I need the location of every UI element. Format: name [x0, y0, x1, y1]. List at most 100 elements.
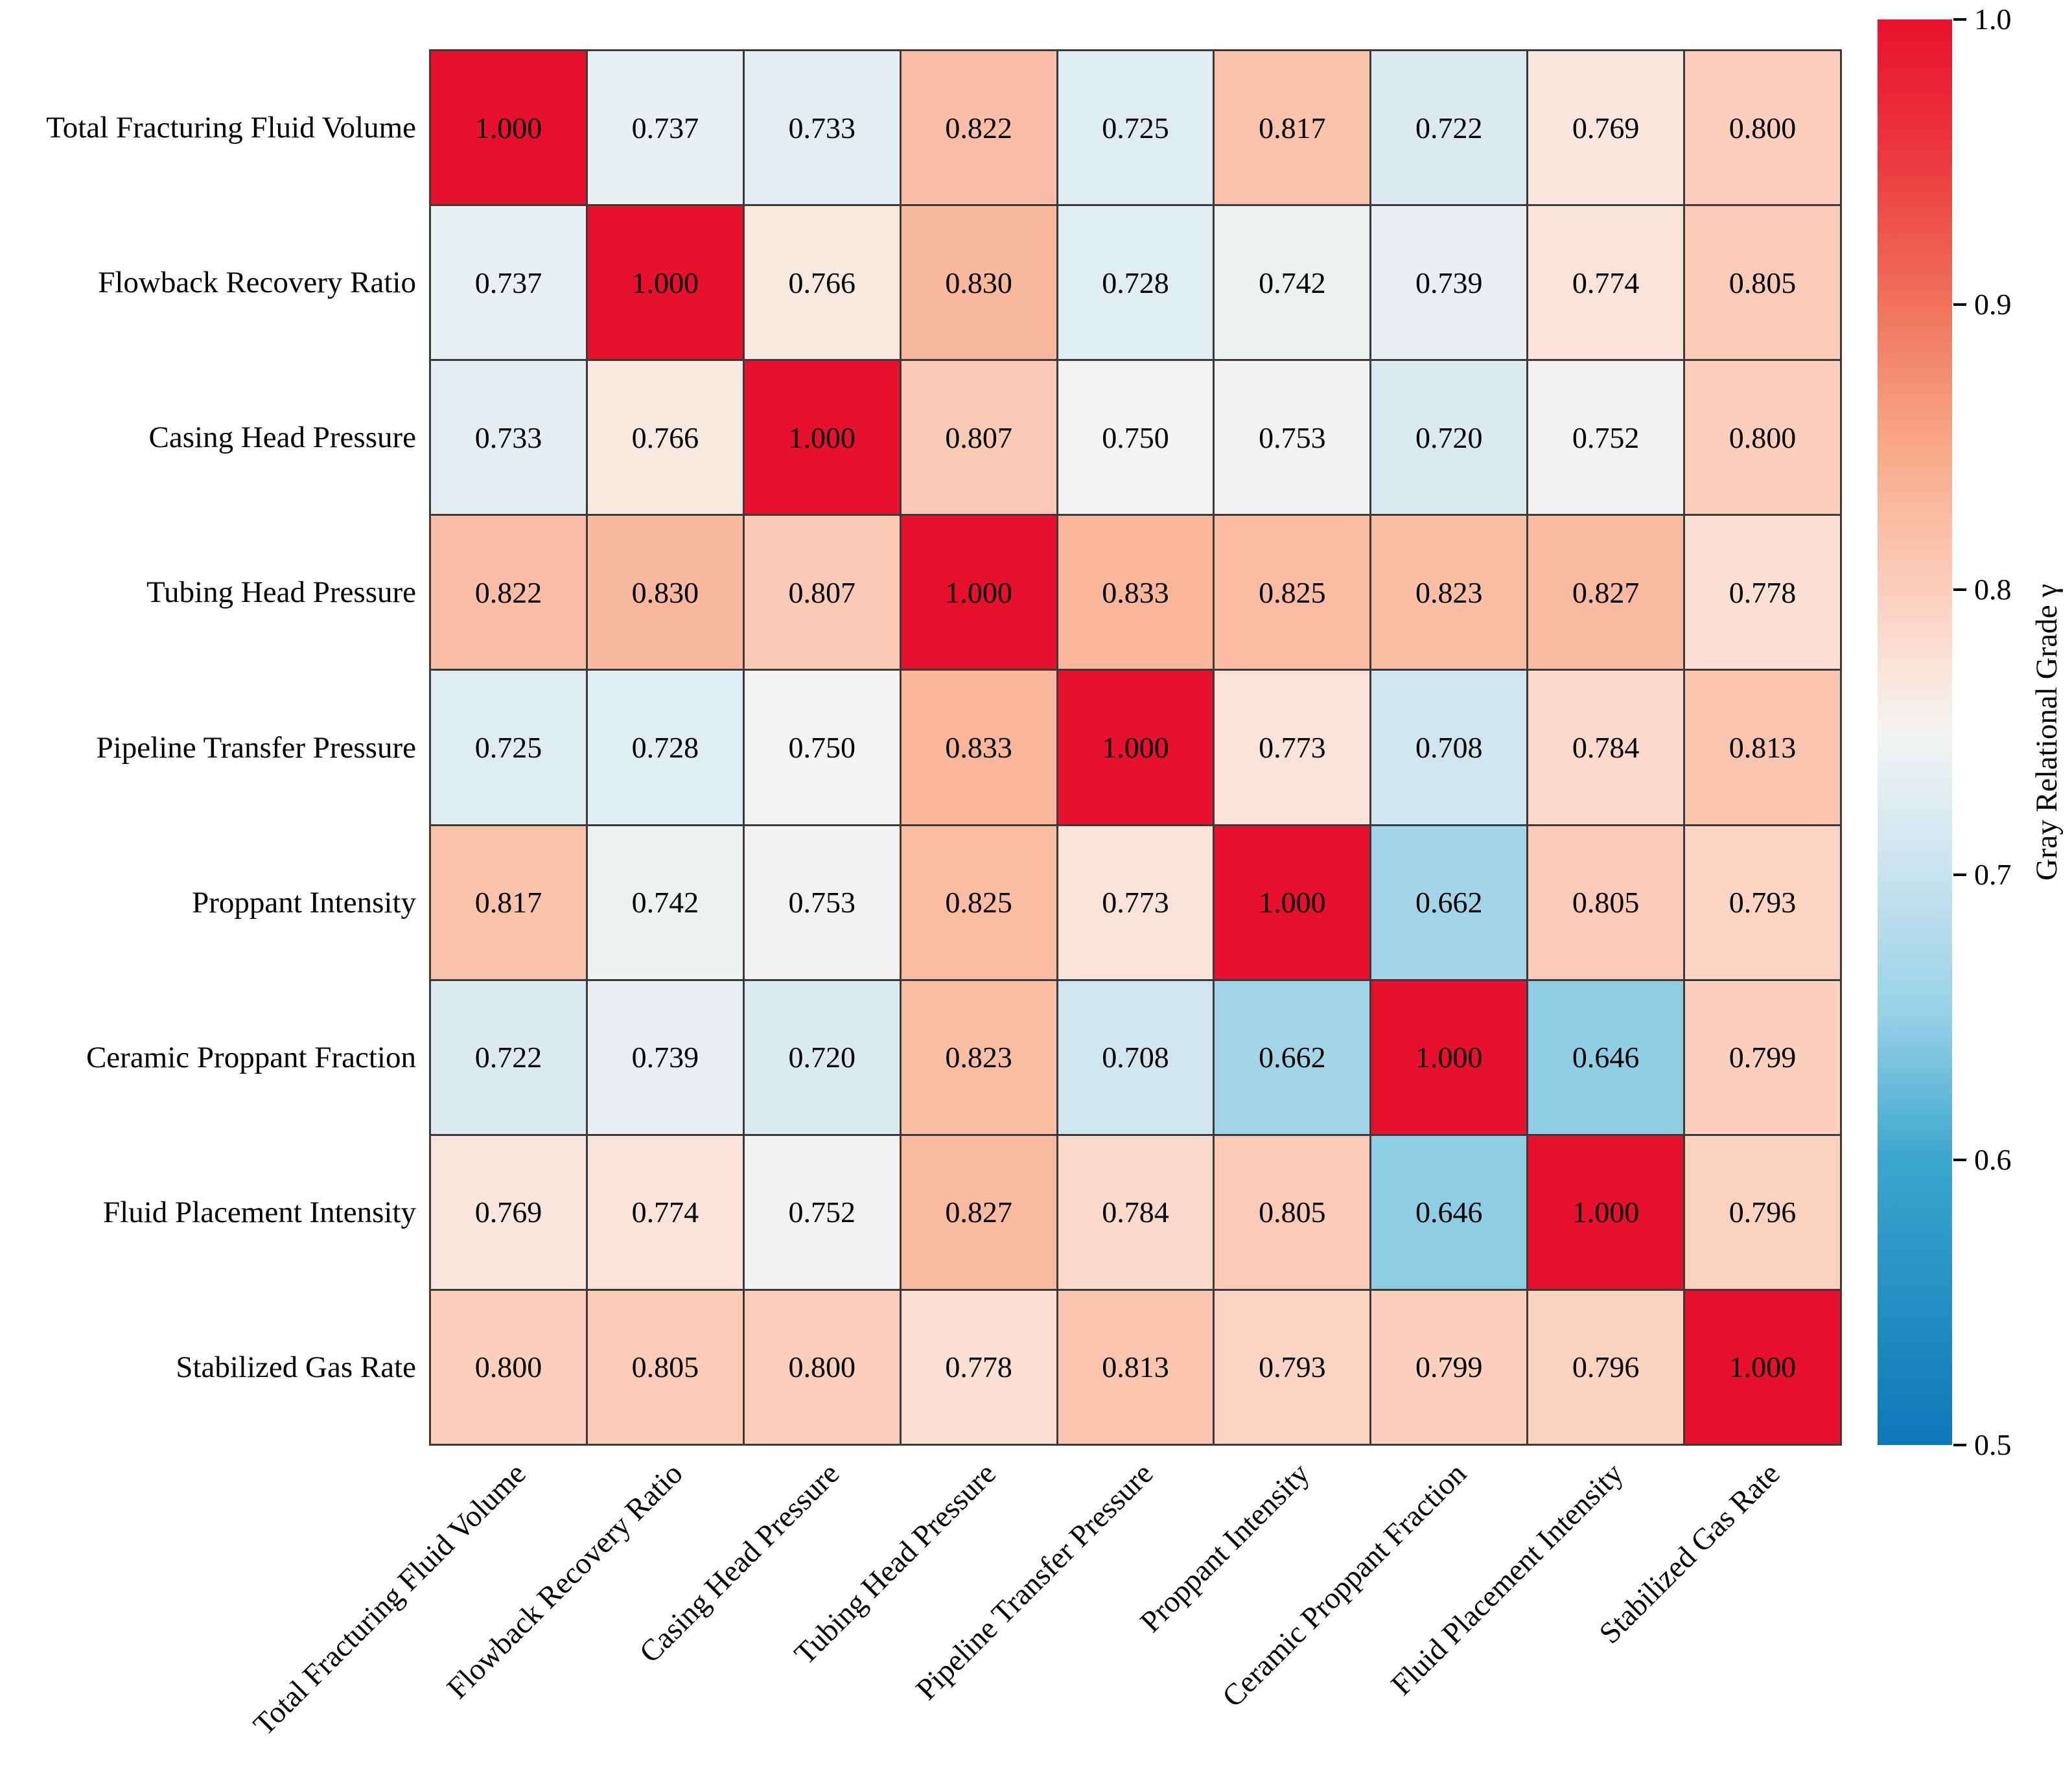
- cell-value: 0.807: [788, 575, 856, 609]
- heatmap-cell: 0.807: [744, 516, 900, 669]
- cell-value: 1.000: [1729, 1350, 1797, 1384]
- cell-value: 0.833: [1102, 575, 1169, 609]
- y-axis-label: Pipeline Transfer Pressure: [96, 730, 416, 765]
- cell-value: 0.799: [1729, 1041, 1797, 1074]
- heatmap-cell: 0.766: [587, 361, 743, 515]
- cell-value: 0.728: [1102, 266, 1169, 299]
- heatmap-cell: 0.725: [1058, 51, 1213, 205]
- heatmap-cell: 0.662: [1371, 826, 1527, 979]
- colorbar-tick-label: 1.0: [1974, 3, 2012, 36]
- heatmap-cell: 1.000: [1215, 826, 1370, 979]
- colorbar-gradient: [1878, 19, 1952, 1445]
- heatmap-cell: 0.728: [587, 671, 743, 824]
- heatmap-cell: 0.737: [431, 206, 586, 360]
- cell-value: 0.805: [1572, 886, 1640, 920]
- heatmap-cell: 0.784: [1058, 1135, 1213, 1289]
- cell-value: 0.796: [1572, 1350, 1640, 1384]
- heatmap-cell: 1.000: [431, 51, 586, 205]
- heatmap-cell: 0.753: [744, 826, 900, 979]
- cell-value: 0.813: [1729, 730, 1797, 764]
- heatmap-cell: 0.823: [901, 980, 1056, 1134]
- cell-value: 0.753: [1259, 421, 1326, 454]
- heatmap-cell: 0.662: [1215, 980, 1370, 1134]
- heatmap-cell: 0.769: [431, 1135, 586, 1289]
- x-axis-label: Proppant Intensity: [1134, 1457, 1316, 1639]
- colorbar-tick-mark: [1953, 874, 1966, 876]
- heatmap-cell: 0.823: [1371, 516, 1527, 669]
- cell-value: 0.728: [631, 730, 699, 764]
- cell-value: 1.000: [788, 421, 856, 454]
- heatmap-cell: 0.646: [1371, 1135, 1527, 1289]
- cell-value: 0.646: [1415, 1196, 1483, 1229]
- colorbar-tick-mark: [1953, 1159, 1966, 1161]
- colorbar-tick-mark: [1953, 18, 1966, 21]
- cell-value: 0.708: [1415, 730, 1483, 764]
- heatmap-cell: 0.817: [431, 826, 586, 979]
- cell-value: 0.769: [1572, 111, 1640, 145]
- y-axis-label: Casing Head Pressure: [148, 421, 416, 455]
- heatmap-cell: 0.774: [587, 1135, 743, 1289]
- cell-value: 0.807: [945, 421, 1012, 454]
- cell-value: 0.753: [788, 886, 856, 920]
- cell-value: 0.827: [1572, 575, 1640, 609]
- heatmap-cell: 0.778: [901, 1290, 1056, 1444]
- heatmap-cell: 0.825: [901, 826, 1056, 979]
- heatmap-cell: 0.799: [1685, 980, 1840, 1134]
- cell-value: 0.742: [1259, 266, 1326, 299]
- cell-value: 0.733: [788, 111, 856, 145]
- y-axis-label: Fluid Placement Intensity: [103, 1195, 416, 1229]
- cell-value: 0.830: [945, 266, 1012, 299]
- heatmap-cell: 0.750: [1058, 361, 1213, 515]
- heatmap-cell: 1.000: [1685, 1290, 1840, 1444]
- heatmap-cell: 1.000: [744, 361, 900, 515]
- x-axis-label: Total Fracturing Fluid Volume: [246, 1457, 533, 1742]
- cell-value: 0.778: [1729, 575, 1797, 609]
- heatmap-cell: 0.800: [1685, 51, 1840, 205]
- heatmap-cell: 0.739: [587, 980, 743, 1134]
- heatmap-cell: 0.827: [901, 1135, 1056, 1289]
- cell-value: 0.778: [945, 1350, 1012, 1384]
- cell-value: 0.722: [474, 1041, 542, 1074]
- heatmap-cell: 1.000: [1058, 671, 1213, 824]
- colorbar-tick-label: 0.6: [1974, 1143, 2012, 1176]
- heatmap-cell: 0.720: [1371, 361, 1527, 515]
- heatmap-cell: 0.750: [744, 671, 900, 824]
- heatmap-cell: 0.733: [744, 51, 900, 205]
- heatmap-cell: 0.708: [1058, 980, 1213, 1134]
- heatmap-cell: 0.805: [587, 1290, 743, 1444]
- heatmap-cell: 0.830: [587, 516, 743, 669]
- cell-value: 1.000: [945, 575, 1012, 609]
- heatmap-cell: 0.722: [431, 980, 586, 1134]
- heatmap-cell: 0.722: [1371, 51, 1527, 205]
- cell-value: 0.823: [945, 1041, 1012, 1074]
- cell-value: 0.773: [1259, 730, 1326, 764]
- heatmap-cell: 0.708: [1371, 671, 1527, 824]
- y-axis-label: Proppant Intensity: [192, 885, 416, 920]
- heatmap-cell: 0.742: [1215, 206, 1370, 360]
- cell-value: 0.752: [1572, 421, 1640, 454]
- heatmap-cell: 0.813: [1685, 671, 1840, 824]
- heatmap-cell: 0.778: [1685, 516, 1840, 669]
- cell-value: 0.662: [1259, 1041, 1326, 1074]
- colorbar-tick-label: 0.7: [1974, 858, 2012, 891]
- cell-value: 1.000: [1102, 730, 1169, 764]
- heatmap-cell: 0.805: [1528, 826, 1684, 979]
- heatmap-cell: 0.796: [1685, 1135, 1840, 1289]
- cell-value: 0.800: [1729, 111, 1797, 145]
- heatmap-cell: 0.774: [1528, 206, 1684, 360]
- heatmap-grid: 1.000 0.737 0.733 0.822 0.725 0.817 0.722 0.769…: [429, 49, 1842, 1446]
- heatmap-cell: 0.773: [1058, 826, 1213, 979]
- heatmap-cell: 0.800: [744, 1290, 900, 1444]
- heatmap-cell: 0.833: [901, 671, 1056, 824]
- cell-value: 0.725: [1102, 111, 1169, 145]
- cell-value: 0.774: [631, 1196, 699, 1229]
- heatmap-cell: 0.737: [587, 51, 743, 205]
- cell-value: 0.796: [1729, 1196, 1797, 1229]
- cell-value: 0.800: [474, 1350, 542, 1384]
- cell-value: 0.766: [788, 266, 856, 299]
- cell-value: 0.769: [474, 1196, 542, 1229]
- cell-value: 0.750: [788, 730, 856, 764]
- cell-value: 0.830: [631, 575, 699, 609]
- heatmap-cell: 0.646: [1528, 980, 1684, 1134]
